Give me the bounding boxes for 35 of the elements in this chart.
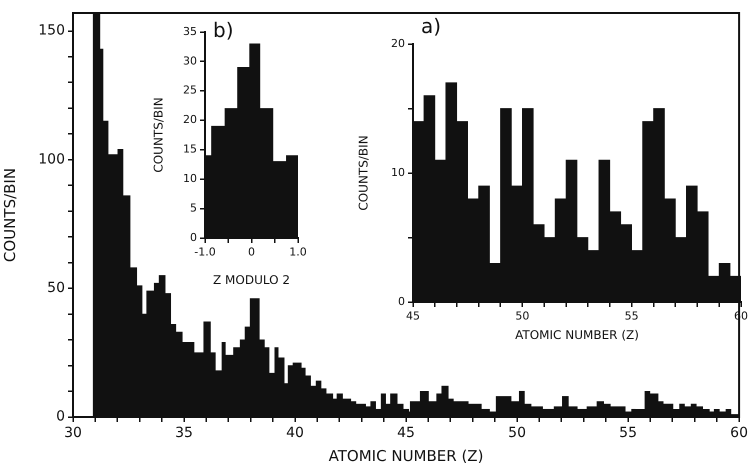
x-tick-label: 30 <box>64 425 82 442</box>
x-tick-label: 55 <box>619 425 637 442</box>
x-tick-label: 40 <box>286 425 304 442</box>
y-tick-label: 20 <box>391 36 405 50</box>
x-tick-label: 0 <box>248 245 255 258</box>
y-tick-label: 50 <box>47 280 65 296</box>
chart-title: a) <box>421 14 442 38</box>
y-tick-label: 5 <box>190 201 197 214</box>
x-tick-label: -1.0 <box>194 245 216 258</box>
y-axis-title: COUNTS/BIN <box>0 168 19 262</box>
y-tick-label: 0 <box>56 408 65 425</box>
x-tick-label: 60 <box>730 425 748 442</box>
x-axis-title: Z MODULO 2 <box>212 272 290 287</box>
y-tick-label: 10 <box>183 172 197 185</box>
x-tick-label: 45 <box>397 425 415 442</box>
y-tick-label: 30 <box>183 54 197 68</box>
x-tick-label: 50 <box>508 425 526 442</box>
x-tick-label: 1.0 <box>289 245 307 258</box>
y-tick-label: 0 <box>398 294 405 308</box>
x-axis-title: ATOMIC NUMBER (Z) <box>328 446 484 465</box>
x-tick-label: 45 <box>406 309 420 322</box>
y-tick-label: 25 <box>183 84 197 97</box>
y-tick-label: 10 <box>391 166 405 179</box>
x-tick-label: 55 <box>624 309 639 322</box>
x-axis-title: ATOMIC NUMBER (Z) <box>515 328 639 342</box>
y-tick-label: 35 <box>183 24 197 38</box>
x-tick-label: 50 <box>515 309 530 322</box>
y-tick-label: 150 <box>38 22 65 39</box>
y-tick-label: 0 <box>190 230 197 244</box>
y-axis-title: COUNTS/BIN <box>151 97 166 173</box>
y-tick-label: 15 <box>183 142 197 156</box>
chart-title: b) <box>213 18 234 42</box>
y-axis-title: COUNTS/BIN <box>356 135 370 211</box>
y-tick-label: 20 <box>183 113 197 126</box>
y-tick-label: 100 <box>38 151 65 168</box>
